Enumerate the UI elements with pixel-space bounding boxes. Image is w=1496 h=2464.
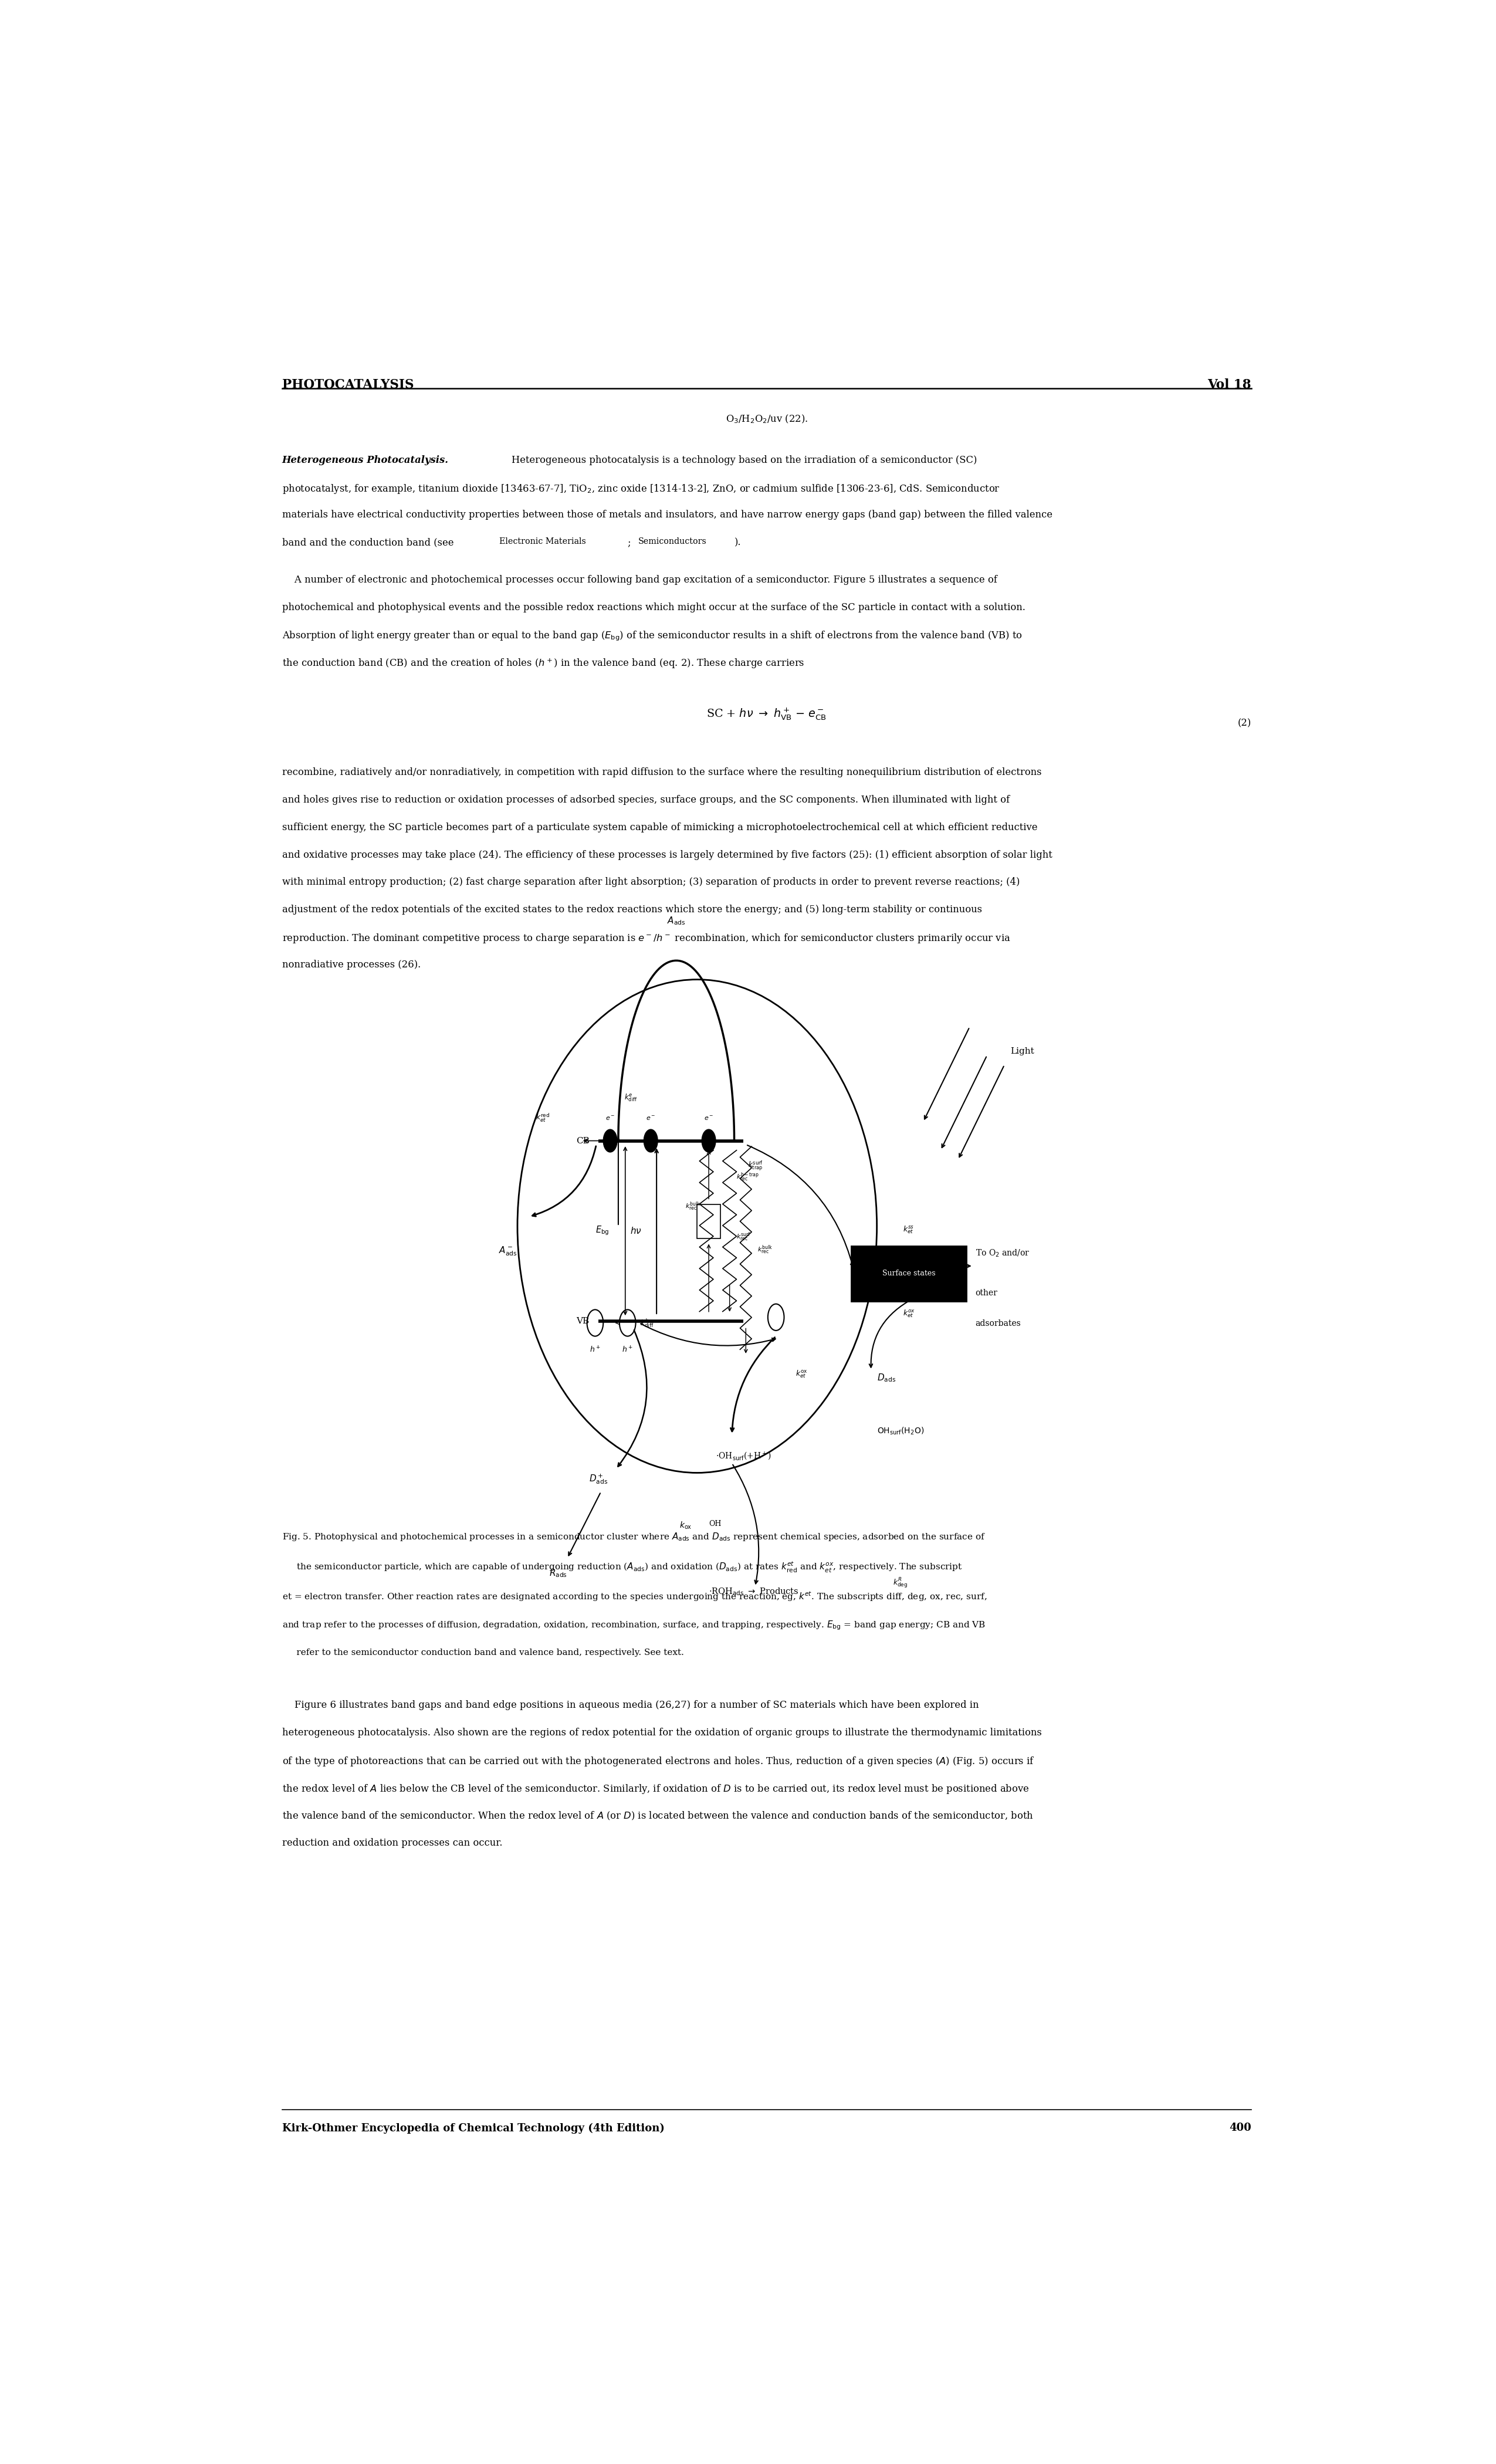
Text: $h^+$: $h^+$ (589, 1345, 601, 1355)
Text: and trap refer to the processes of diffusion, degradation, oxidation, recombinat: and trap refer to the processes of diffu… (283, 1619, 986, 1631)
Text: $A_{\rm ads}$: $A_{\rm ads}$ (667, 917, 685, 926)
Text: and oxidative processes may take place (24). The efficiency of these processes i: and oxidative processes may take place (… (283, 850, 1052, 860)
Text: $k^h_{\rm diff}$: $k^h_{\rm diff}$ (640, 1318, 654, 1328)
Text: band and the conduction band (see: band and the conduction band (see (283, 537, 456, 547)
Text: Semiconductors: Semiconductors (637, 537, 706, 547)
Text: ).: ). (735, 537, 741, 547)
Text: $k^{\rm red}_{et}$: $k^{\rm red}_{et}$ (536, 1111, 551, 1124)
Text: the conduction band (CB) and the creation of holes ($h^+$) in the valence band (: the conduction band (CB) and the creatio… (283, 658, 805, 670)
Text: et = electron transfer. Other reaction rates are designated according to the spe: et = electron transfer. Other reaction r… (283, 1589, 987, 1602)
Circle shape (702, 1129, 715, 1153)
Text: sufficient energy, the SC particle becomes part of a particulate system capable : sufficient energy, the SC particle becom… (283, 823, 1037, 833)
Text: $k^e_{\rm diff}$: $k^e_{\rm diff}$ (624, 1092, 637, 1104)
Text: (2): (2) (1237, 717, 1251, 729)
Text: Figure 6 illustrates band gaps and band edge positions in aqueous media (26,27) : Figure 6 illustrates band gaps and band … (283, 1700, 978, 1710)
Text: VB: VB (576, 1316, 589, 1326)
Circle shape (603, 1129, 618, 1153)
Text: $e^-$: $e^-$ (646, 1116, 655, 1121)
Text: Electronic Materials: Electronic Materials (500, 537, 586, 547)
Text: $\cdot$OH$_{\rm surf}$(+H$^+$): $\cdot$OH$_{\rm surf}$(+H$^+$) (715, 1449, 772, 1461)
Text: PHOTOCATALYSIS: PHOTOCATALYSIS (283, 377, 414, 392)
Text: $D_{\rm ads}$: $D_{\rm ads}$ (877, 1372, 896, 1382)
Text: with minimal entropy production; (2) fast charge separation after light absorpti: with minimal entropy production; (2) fas… (283, 877, 1020, 887)
Text: $D^+_{\rm ads}$: $D^+_{\rm ads}$ (589, 1473, 607, 1486)
Text: Kirk-Othmer Encyclopedia of Chemical Technology (4th Edition): Kirk-Othmer Encyclopedia of Chemical Tec… (283, 2124, 664, 2134)
Text: $k^R_{\rm deg}$: $k^R_{\rm deg}$ (893, 1577, 908, 1589)
Text: $e^-$: $e^-$ (606, 1116, 615, 1121)
Text: $\cdot$ROH$_{\rm ads}$ $\rightarrow$ Products: $\cdot$ROH$_{\rm ads}$ $\rightarrow$ Pro… (709, 1587, 799, 1597)
Text: $e^-$: $e^-$ (705, 1116, 714, 1121)
Text: the valence band of the semiconductor. When the redox level of $A$ (or $D$) is l: the valence band of the semiconductor. W… (283, 1811, 1034, 1821)
Text: Heterogeneous Photocatalysis.: Heterogeneous Photocatalysis. (283, 456, 449, 466)
Text: $R_{\rm ads}$: $R_{\rm ads}$ (549, 1567, 567, 1579)
Text: A number of electronic and photochemical processes occur following band gap exci: A number of electronic and photochemical… (283, 574, 998, 584)
Text: O$_3$/H$_2$O$_2$/uv (22).: O$_3$/H$_2$O$_2$/uv (22). (726, 414, 808, 424)
Text: $h^+$: $h^+$ (622, 1345, 633, 1355)
Text: ;: ; (627, 537, 634, 547)
Text: $k^{ss}_{et}$: $k^{ss}_{et}$ (904, 1225, 914, 1234)
Text: adsorbates: adsorbates (975, 1318, 1020, 1328)
Text: $k^{\rm ox}_{et}$: $k^{\rm ox}_{et}$ (796, 1370, 808, 1380)
Text: $k^{ox}_{et}$: $k^{ox}_{et}$ (902, 1308, 916, 1318)
Text: $k^{\rm b-trap}_{\rm rec}$: $k^{\rm b-trap}_{\rm rec}$ (736, 1173, 760, 1183)
Text: refer to the semiconductor conduction band and valence band, respectively. See t: refer to the semiconductor conduction ba… (283, 1648, 684, 1656)
Text: and holes gives rise to reduction or oxidation processes of adsorbed species, su: and holes gives rise to reduction or oxi… (283, 796, 1010, 806)
Text: 400: 400 (1230, 2124, 1251, 2134)
Text: $k^{\rm surf}_{\rm trap}$: $k^{\rm surf}_{\rm trap}$ (748, 1161, 763, 1173)
Text: other: other (975, 1289, 998, 1296)
Text: Vol 18: Vol 18 (1207, 377, 1251, 392)
Text: Absorption of light energy greater than or equal to the band gap ($E_{\rm bg}$) : Absorption of light energy greater than … (283, 631, 1022, 643)
Text: OH: OH (709, 1520, 721, 1528)
Text: $E_{\rm bg}$: $E_{\rm bg}$ (595, 1225, 609, 1237)
Text: $\rm OH_{surf}(H_2O)$: $\rm OH_{surf}(H_2O)$ (877, 1427, 925, 1437)
Text: heterogeneous photocatalysis. Also shown are the regions of redox potential for : heterogeneous photocatalysis. Also shown… (283, 1727, 1041, 1737)
Circle shape (643, 1129, 658, 1153)
Text: $A^-_{\rm ads}$: $A^-_{\rm ads}$ (498, 1244, 518, 1257)
Text: $k^{\rm bulk}_{\rm rec}$: $k^{\rm bulk}_{\rm rec}$ (757, 1244, 772, 1257)
FancyBboxPatch shape (851, 1247, 966, 1301)
Text: $k^{\rm surf}_{\rm rec}$: $k^{\rm surf}_{\rm rec}$ (736, 1232, 751, 1242)
Text: Surface states: Surface states (883, 1269, 935, 1276)
Text: Light: Light (1010, 1047, 1034, 1055)
Text: Heterogeneous photocatalysis is a technology based on the irradiation of a semic: Heterogeneous photocatalysis is a techno… (512, 456, 977, 466)
Text: reduction and oxidation processes can occur.: reduction and oxidation processes can oc… (283, 1838, 503, 1848)
Bar (697, 1205, 721, 1239)
Text: $k^{\rm bulk}_{\rm rec}$: $k^{\rm bulk}_{\rm rec}$ (685, 1200, 700, 1212)
Text: adjustment of the redox potentials of the excited states to the redox reactions : adjustment of the redox potentials of th… (283, 904, 981, 914)
Text: SC + $h\nu$ $\rightarrow$ $h^+_{\rm VB}$ $-$ $e^-_{\rm CB}$: SC + $h\nu$ $\rightarrow$ $h^+_{\rm VB}$… (706, 707, 827, 722)
Text: To O$_2$ and/or: To O$_2$ and/or (975, 1249, 1029, 1259)
Text: the redox level of $A$ lies below the CB level of the semiconductor. Similarly, : the redox level of $A$ lies below the CB… (283, 1784, 1029, 1796)
Text: photochemical and photophysical events and the possible redox reactions which mi: photochemical and photophysical events a… (283, 601, 1025, 611)
Text: CB: CB (576, 1136, 589, 1146)
Text: $k_{\rm ox}$: $k_{\rm ox}$ (679, 1520, 691, 1530)
Text: $h\nu$: $h\nu$ (630, 1227, 642, 1234)
Text: materials have electrical conductivity properties between those of metals and in: materials have electrical conductivity p… (283, 510, 1052, 520)
Text: photocatalyst, for example, titanium dioxide [13463-67-7], TiO$_2$, zinc oxide [: photocatalyst, for example, titanium dio… (283, 483, 999, 495)
Text: reproduction. The dominant competitive process to charge separation is $e^-/h^-$: reproduction. The dominant competitive p… (283, 931, 1010, 944)
Text: recombine, radiatively and/or nonradiatively, in competition with rapid diffusio: recombine, radiatively and/or nonradiati… (283, 766, 1041, 776)
Text: of the type of photoreactions that can be carried out with the photogenerated el: of the type of photoreactions that can b… (283, 1754, 1035, 1767)
Text: the semiconductor particle, which are capable of undergoing reduction ($A_{\rm a: the semiconductor particle, which are ca… (283, 1560, 962, 1574)
Text: nonradiative processes (26).: nonradiative processes (26). (283, 961, 420, 971)
Text: Fig. 5. Photophysical and photochemical processes in a semiconductor cluster whe: Fig. 5. Photophysical and photochemical … (283, 1530, 986, 1542)
